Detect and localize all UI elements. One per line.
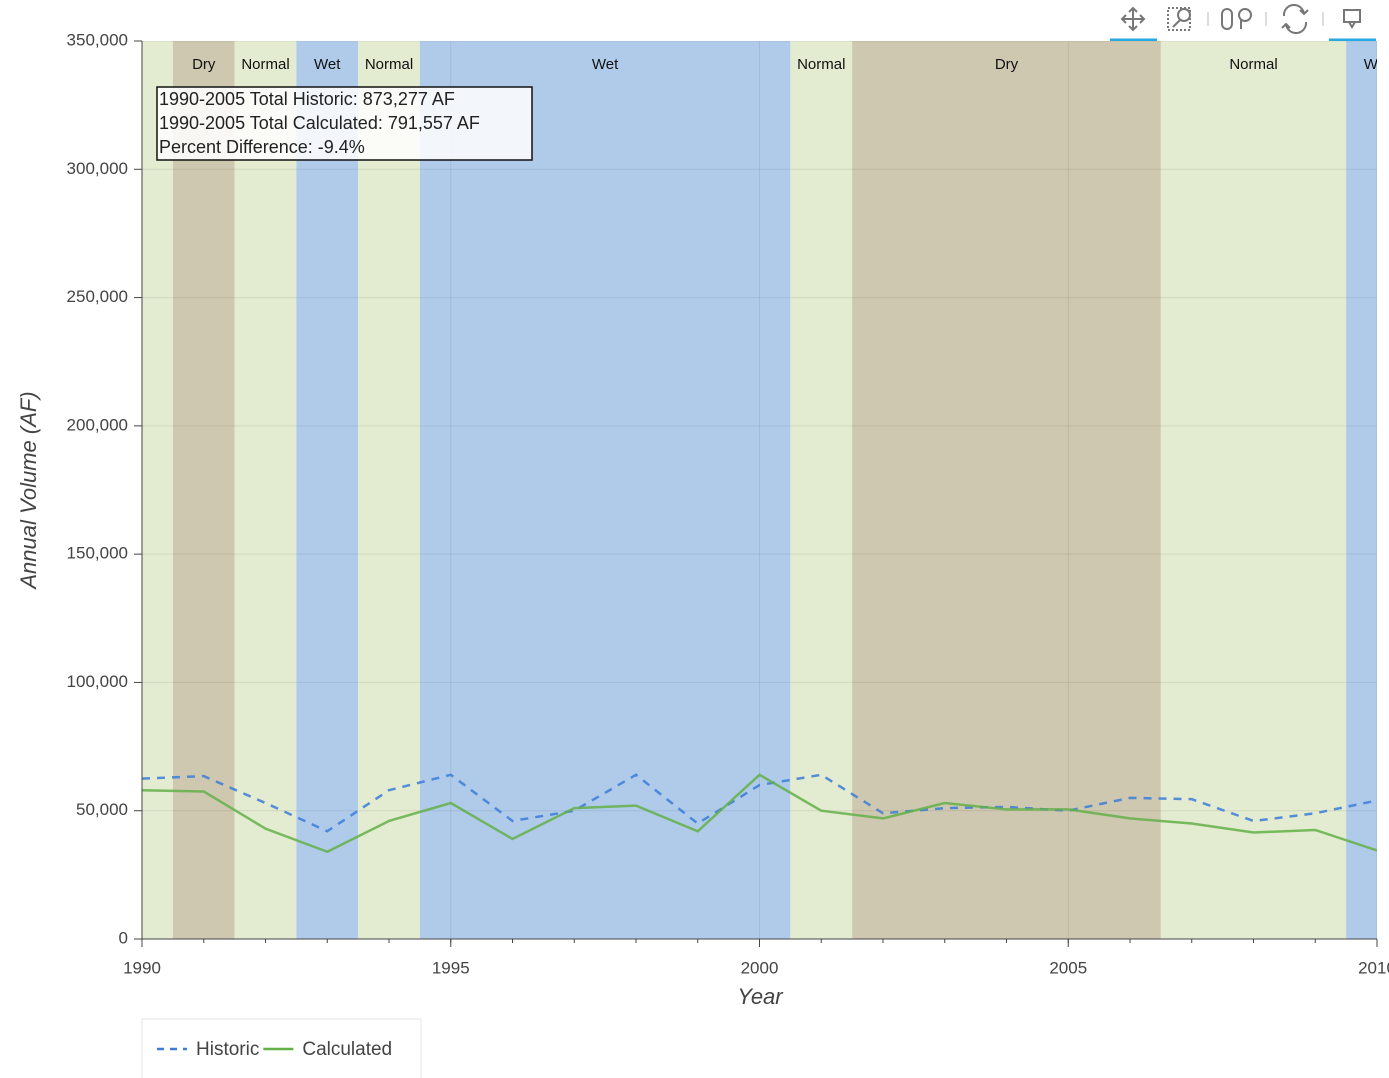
x-tick-label: 1995: [432, 958, 470, 977]
band-label: Normal: [797, 56, 845, 73]
lines: [142, 773, 1377, 854]
year-type-band: [296, 41, 359, 939]
year-type-band: [172, 41, 235, 939]
y-tick-label: 150,000: [67, 544, 128, 563]
y-tick-label: 0: [119, 928, 128, 947]
year-type-band: [1160, 41, 1347, 939]
year-type-band: [1346, 41, 1377, 939]
y-axis-label: Annual Volume (AF): [16, 391, 41, 590]
band-label: Dry: [192, 56, 216, 73]
band-label: Normal: [365, 56, 413, 73]
y-tick-label: 250,000: [67, 287, 128, 306]
band-label: Wet: [592, 56, 619, 73]
year-type-band: [419, 41, 791, 939]
legend-label: Calculated: [302, 1039, 392, 1060]
grid: [142, 41, 1377, 939]
legend-label: Historic: [196, 1039, 259, 1060]
year-type-band: [790, 41, 853, 939]
band-label: Wet: [314, 56, 341, 73]
wheel-zoom-tool[interactable]: [1221, 8, 1252, 30]
y-tick-label: 100,000: [67, 672, 128, 691]
x-tick-label: 2010: [1358, 958, 1389, 977]
annotation-text: 1990-2005 Total Historic: 873,277 AF: [159, 89, 455, 109]
band-label: Wet: [1364, 56, 1389, 73]
x-tick-label: 2005: [1049, 958, 1087, 977]
series-line: [142, 773, 1377, 833]
hover-tool[interactable]: [1343, 9, 1361, 29]
y-tick-label: 300,000: [67, 159, 128, 178]
annotation: 1990-2005 Total Historic: 873,277 AF 199…: [156, 86, 533, 161]
reset-tool[interactable]: [1281, 4, 1309, 34]
annotation-text: 1990-2005 Total Calculated: 791,557 AF: [159, 113, 480, 133]
x-tick-label: 2000: [741, 958, 779, 977]
year-type-band: [234, 41, 297, 939]
toolbar: [1110, 4, 1376, 42]
series-line: [142, 773, 1377, 854]
axes: 0 50,000 100,000 150,000 200,000 250,000 300,0…: [67, 30, 1389, 977]
band-label: Dry: [995, 56, 1019, 73]
box-zoom-tool[interactable]: [1167, 7, 1191, 31]
bands: Dry Normal Wet Normal Wet Normal Dry Normal Wet: [142, 41, 1389, 939]
annotation-box: [156, 86, 533, 161]
y-tick-label: 50,000: [76, 800, 128, 819]
y-tick-label: 200,000: [67, 415, 128, 434]
pan-tool[interactable]: [1120, 6, 1146, 32]
band-label: Normal: [1229, 56, 1277, 73]
year-type-band: [852, 41, 1161, 939]
band-label: Normal: [241, 56, 289, 73]
x-axis-label: Year: [737, 984, 784, 1009]
y-tick-label: 350,000: [67, 30, 128, 49]
annotation-text: Percent Difference: -9.4%: [159, 137, 365, 157]
x-tick-label: 1990: [123, 958, 161, 977]
legend: Historic Calculated: [157, 1039, 392, 1060]
